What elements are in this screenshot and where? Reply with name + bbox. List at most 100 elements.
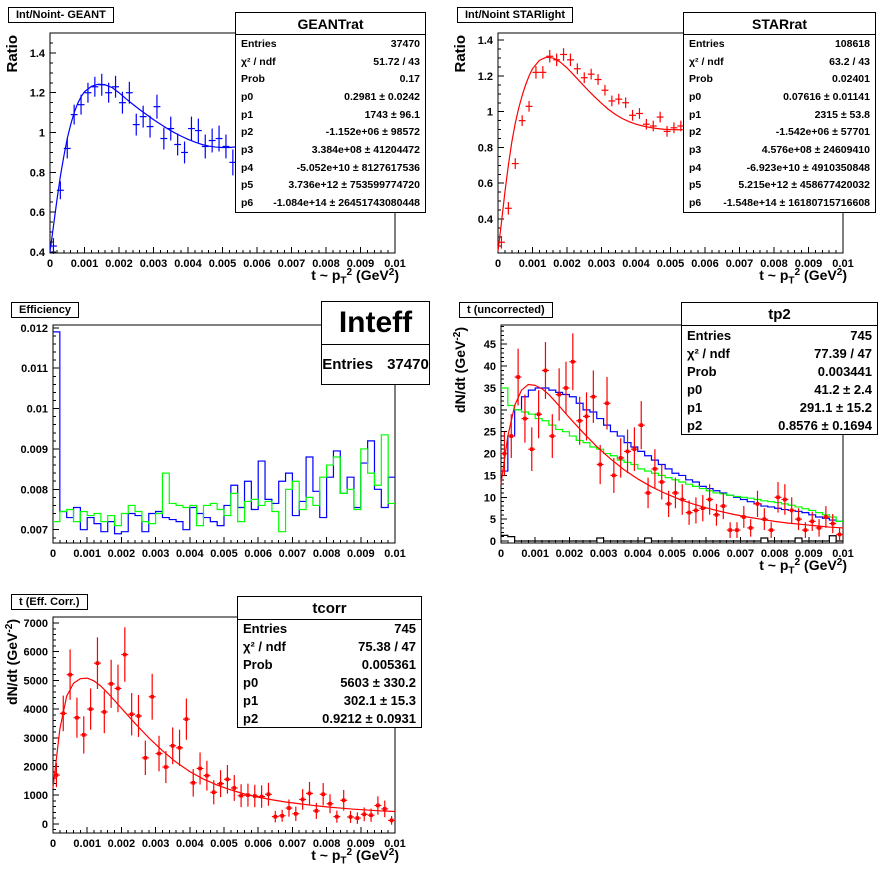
stats-row-value: -1.084e+14 ± 26451743080448: [273, 197, 420, 210]
stats-row: p4 -6.923e+10 ± 4910350848: [684, 159, 875, 177]
svg-text:0.009: 0.009: [347, 258, 375, 270]
svg-text:0.006: 0.006: [244, 838, 272, 850]
stats-row-value: 3.736e+12 ± 753599774720: [288, 179, 420, 192]
stats-row: p2 -1.542e+06 ± 57701: [684, 124, 875, 142]
stats-row-label: p3: [241, 144, 254, 157]
stats-row-label: p4: [689, 161, 702, 174]
stats-row: Entries 745: [238, 620, 421, 638]
svg-text:10: 10: [484, 492, 496, 504]
stats-row-label: p5: [241, 179, 254, 192]
stats-row-value: 745: [850, 327, 872, 343]
stats-row: p2 -1.152e+06 ± 98572: [236, 124, 425, 142]
svg-text:0.003: 0.003: [142, 838, 170, 850]
stats-title: Inteff: [322, 302, 429, 345]
chart-star-ratio: 0 0.001 0.002 0.003 0.004 0.005 0.006 0.007 0.00…: [452, 32, 854, 286]
stats-row-label: Entries: [243, 621, 288, 637]
svg-text:0: 0: [498, 548, 504, 560]
svg-text:0: 0: [42, 819, 48, 831]
svg-text:0.8: 0.8: [30, 167, 45, 179]
svg-text:0.002: 0.002: [105, 258, 133, 270]
stats-row: p5 3.736e+12 ± 753599774720: [236, 177, 425, 195]
svg-text:0.007: 0.007: [20, 525, 48, 537]
svg-text:5: 5: [490, 514, 496, 526]
svg-text:0.01: 0.01: [384, 838, 405, 850]
svg-text:Ratio: Ratio: [4, 35, 21, 73]
stats-row-label: p2: [687, 417, 703, 433]
stats-row-value: 3.384e+08 ± 41204472: [311, 144, 420, 157]
stats-row: χ² / ndf 63.2 / 43: [684, 53, 875, 71]
svg-text:0: 0: [50, 838, 56, 850]
stats-row-value: 4.576e+08 ± 24609410: [761, 144, 870, 157]
stats-row-label: χ² / ndf: [689, 55, 724, 68]
stats-row: Entries 37470: [236, 35, 425, 53]
svg-text:0.008: 0.008: [20, 484, 48, 496]
svg-text:0.007: 0.007: [727, 548, 755, 560]
svg-text:0.011: 0.011: [21, 363, 48, 375]
svg-text:t ~ pT2 (GeV2): t ~ pT2 (GeV2): [311, 267, 399, 286]
svg-text:0.008: 0.008: [312, 258, 340, 270]
svg-text:0.4: 0.4: [30, 247, 46, 259]
stats-row: Prob 0.17: [236, 70, 425, 88]
stats-row: p5 5.215e+12 ± 458677420032: [684, 177, 875, 195]
svg-text:0.8: 0.8: [478, 142, 493, 154]
svg-text:0.009: 0.009: [20, 444, 48, 456]
stats-row-value: 37470: [390, 37, 420, 50]
stats-row: p0 5603 ± 330.2: [238, 673, 421, 691]
stats-row-value: 1743 ± 96.1: [364, 108, 420, 121]
stats-row-label: χ² / ndf: [241, 55, 276, 68]
svg-text:t ~ pT2 (GeV2): t ~ pT2 (GeV2): [759, 267, 847, 286]
stats-row-value: -1.152e+06 ± 98572: [325, 126, 420, 139]
svg-text:0.006: 0.006: [691, 258, 719, 270]
stats-row-value: -1.542e+06 ± 57701: [775, 126, 870, 139]
svg-text:0.002: 0.002: [108, 838, 136, 850]
svg-text:0.007: 0.007: [726, 258, 754, 270]
svg-text:0.004: 0.004: [624, 548, 652, 560]
stats-row-label: Prob: [687, 363, 717, 379]
stats-row-label: p0: [687, 381, 703, 397]
stats-row-label: Prob: [689, 73, 713, 86]
svg-text:0.001: 0.001: [73, 838, 101, 850]
stats-row: p4 -5.052e+10 ± 8127617536: [236, 159, 425, 177]
stats-row-label: Entries: [322, 356, 374, 373]
stats-row-label: p1: [689, 108, 702, 121]
stats-row-label: p1: [241, 108, 254, 121]
stats-row-value: -6.923e+10 ± 4910350848: [746, 161, 870, 174]
stats-box-geantrat: GEANTrat Entries 37470 χ² / ndf 51.72 / 43 Pr…: [235, 12, 426, 213]
stats-row-value: 0.8576 ± 0.1694: [778, 417, 872, 433]
svg-text:0.003: 0.003: [588, 258, 616, 270]
stats-row: Entries 37470: [322, 345, 429, 384]
stats-row-label: p6: [689, 197, 702, 210]
svg-text:0.009: 0.009: [347, 548, 375, 560]
svg-text:0.01: 0.01: [384, 548, 405, 560]
svg-text:0: 0: [50, 548, 56, 560]
stats-row-label: Prob: [243, 657, 273, 673]
svg-text:0.002: 0.002: [556, 548, 584, 560]
svg-text:0.002: 0.002: [553, 258, 581, 270]
stats-row-label: p0: [689, 90, 702, 103]
stats-box-tcorr: tcorr Entries 745 χ² / ndf 75.38 / 47 Prob 0.0…: [237, 596, 422, 728]
stats-row: p1 2315 ± 53.8: [684, 106, 875, 124]
stats-row: Prob 0.005361: [238, 656, 421, 674]
stats-row-label: p1: [243, 692, 259, 708]
svg-text:0.01: 0.01: [832, 548, 853, 560]
stats-row-value: 0.02401: [832, 73, 870, 86]
stats-row-value: 51.72 / 43: [373, 55, 420, 68]
chart-t-uncorrected: 0 0.001 0.002 0.003 0.004 0.005 0.006 0.007 0.00…: [452, 324, 854, 576]
svg-text:0.004: 0.004: [174, 258, 202, 270]
stats-row: χ² / ndf 75.38 / 47: [238, 638, 421, 656]
svg-text:0.008: 0.008: [313, 548, 341, 560]
svg-text:7000: 7000: [24, 618, 48, 630]
stats-row-label: p4: [241, 161, 254, 174]
svg-text:0.004: 0.004: [176, 838, 204, 850]
stats-row: p0 0.07616 ± 0.01141: [684, 88, 875, 106]
stats-row: p0 41.2 ± 2.4: [682, 380, 877, 398]
stats-row-label: Prob: [241, 73, 265, 86]
stats-row: p3 4.576e+08 ± 24609410: [684, 141, 875, 159]
svg-text:0.01: 0.01: [384, 258, 405, 270]
svg-text:0.008: 0.008: [761, 548, 789, 560]
svg-text:0.003: 0.003: [590, 548, 618, 560]
svg-text:1.2: 1.2: [478, 71, 493, 83]
stats-row-value: 75.38 / 47: [358, 639, 416, 655]
stats-row-label: p5: [689, 179, 702, 192]
